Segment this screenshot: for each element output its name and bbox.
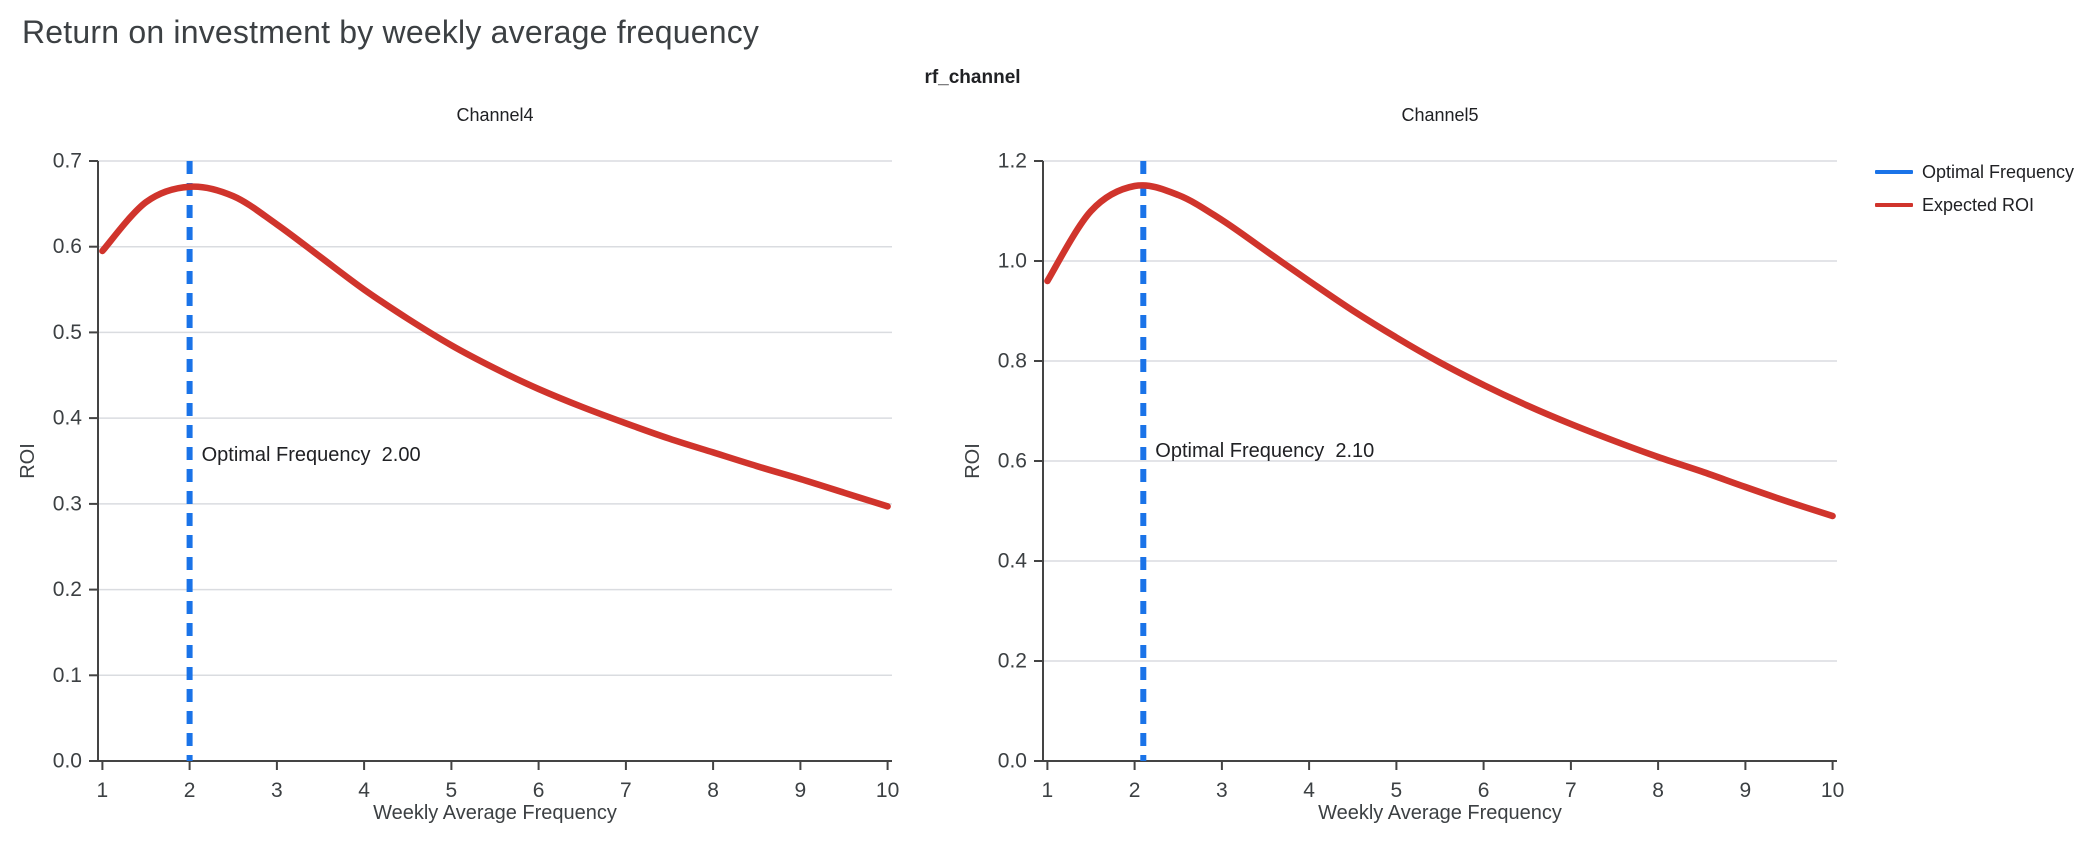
expected-roi-curve <box>1044 182 1836 520</box>
subplot-channel4: Channel4 0.0 0.1 0.2 0.3 0.4 0.5 0.6 0.7 1 2 3 4 5 6 7… <box>10 105 900 833</box>
legend-item-expected-roi[interactable]: Expected ROI <box>1875 194 2074 216</box>
x-tick-label: 1 <box>1042 779 1054 802</box>
x-tick-label: 4 <box>1303 779 1315 802</box>
y-axis-title: ROI <box>17 443 39 479</box>
x-tick-label: 6 <box>533 779 545 802</box>
y-tick-label: 0.7 <box>53 150 82 173</box>
x-tick-label: 3 <box>271 779 283 802</box>
x-tick-label: 4 <box>358 779 370 802</box>
subplot-channel5: Channel5 0.0 0.2 0.4 0.6 0.8 1.0 1.2 1 2 3 4 5 6 7 8 9 1… <box>955 105 1845 833</box>
y-tick-label: 0.0 <box>998 750 1027 773</box>
y-tick-label: 0.5 <box>53 321 82 344</box>
optimal-frequency-annotation: Optimal Frequency 2.00 <box>202 444 421 466</box>
legend-swatch <box>1875 203 1913 207</box>
legend-label: Expected ROI <box>1922 194 2035 215</box>
y-tick-label: 0.4 <box>998 550 1028 573</box>
figure-title: rf_channel <box>924 67 1021 88</box>
x-tick-label: 9 <box>795 779 807 802</box>
expected-roi-curve <box>99 183 891 510</box>
x-tick-label: 5 <box>446 779 458 802</box>
x-tick-label: 10 <box>876 779 899 802</box>
y-tick-label: 0.0 <box>53 750 82 773</box>
x-tick-label: 5 <box>1391 779 1403 802</box>
x-axis-title: Weekly Average Frequency <box>373 802 617 824</box>
y-tick-label: 0.2 <box>53 578 82 601</box>
legend-label: Optimal Frequency <box>1922 161 2074 182</box>
y-tick-label: 0.4 <box>53 407 83 430</box>
legend-item-optimal-frequency[interactable]: Optimal Frequency <box>1875 161 2074 183</box>
y-tick-label: 0.3 <box>53 492 82 515</box>
x-tick-label: 1 <box>97 779 109 802</box>
x-tick-label: 8 <box>707 779 719 802</box>
legend: Optimal Frequency Expected ROI <box>1875 161 2074 227</box>
y-tick-label: 0.6 <box>998 450 1027 473</box>
figure: rf_channel Channel4 0.0 0.1 0.2 0.3 0.4 0.5 0.… <box>0 67 2074 833</box>
y-tick-label: 0.6 <box>53 235 82 258</box>
x-tick-label: 6 <box>1478 779 1490 802</box>
x-tick-label: 8 <box>1652 779 1664 802</box>
report-page: Return on investment by weekly average f… <box>0 14 2074 833</box>
plots-row: Channel4 0.0 0.1 0.2 0.3 0.4 0.5 0.6 0.7 1 2 3 4 5 6 7… <box>10 105 2074 833</box>
x-tick-label: 2 <box>1129 779 1141 802</box>
x-axis-title: Weekly Average Frequency <box>1318 802 1562 824</box>
y-tick-label: 0.8 <box>998 350 1027 373</box>
subplot-title-channel5: Channel5 <box>1401 105 1479 125</box>
y-tick-label: 0.2 <box>998 650 1027 673</box>
y-tick-label: 0.1 <box>53 664 82 687</box>
x-tick-label: 10 <box>1821 779 1844 802</box>
channel4-plot: 0.0 0.1 0.2 0.3 0.4 0.5 0.6 0.7 1 2 3 4 5 6 7 8 9 10 ROI We… <box>17 150 899 825</box>
legend-swatch <box>1875 170 1913 174</box>
optimal-frequency-annotation: Optimal Frequency 2.10 <box>1155 440 1374 462</box>
x-tick-label: 7 <box>620 779 632 802</box>
x-tick-label: 3 <box>1216 779 1228 802</box>
page-title: Return on investment by weekly average f… <box>22 14 760 50</box>
y-tick-label: 1.0 <box>998 250 1027 273</box>
x-tick-label: 7 <box>1565 779 1577 802</box>
y-axis-title: ROI <box>962 443 984 479</box>
x-tick-label: 9 <box>1740 779 1752 802</box>
subplot-title-channel4: Channel4 <box>456 105 534 125</box>
x-tick-label: 2 <box>184 779 196 802</box>
y-tick-label: 1.2 <box>998 150 1027 173</box>
channel5-plot: 0.0 0.2 0.4 0.6 0.8 1.0 1.2 1 2 3 4 5 6 7 8 9 10 ROI Weekl… <box>962 150 1844 825</box>
